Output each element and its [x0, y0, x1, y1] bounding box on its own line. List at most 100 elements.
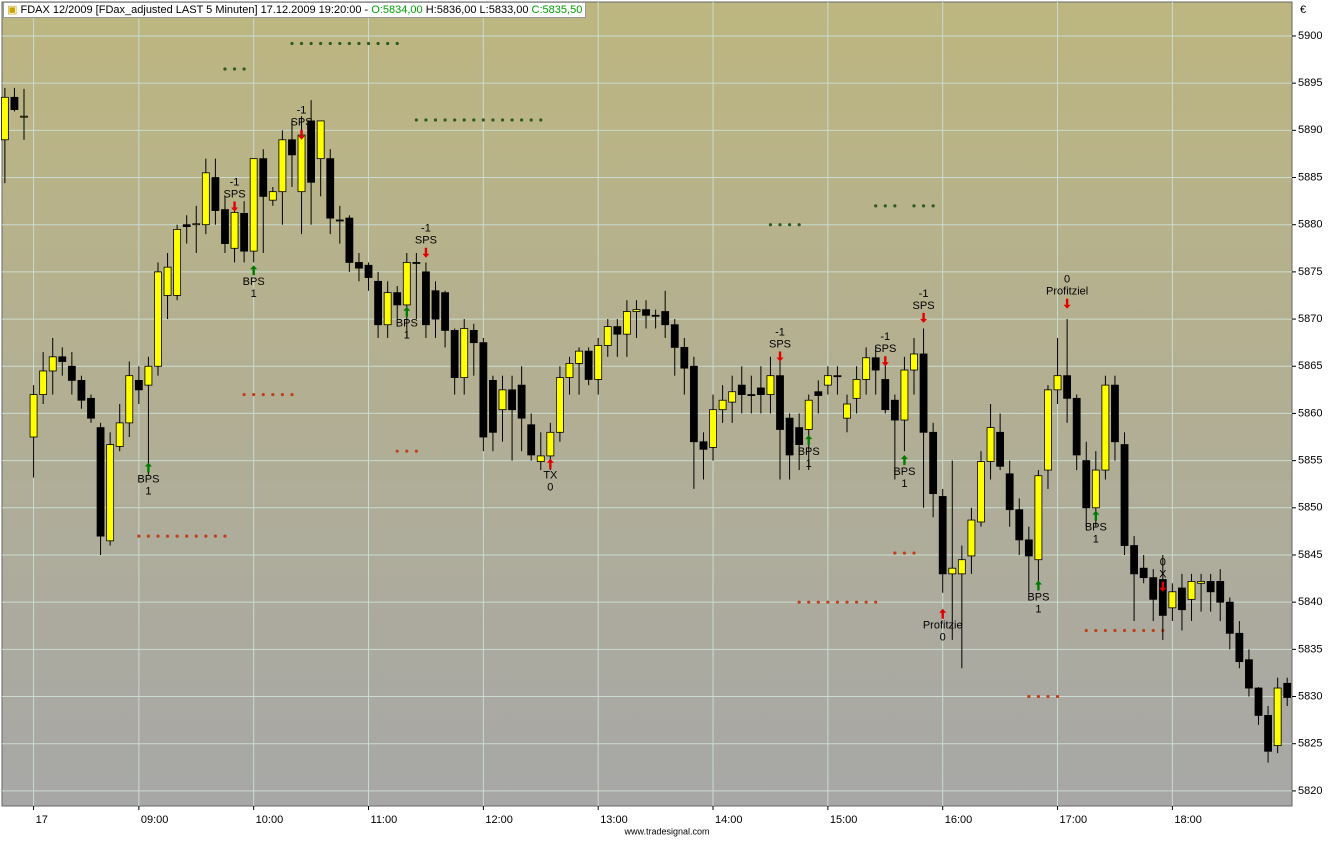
signal-qty: 1 — [251, 288, 257, 300]
stop-dot — [366, 41, 371, 46]
signal-label: SPS — [913, 300, 935, 312]
stop-dot — [299, 41, 304, 46]
candle-body — [670, 324, 679, 348]
candle-body — [929, 431, 938, 495]
signal-qty: -1 — [880, 331, 890, 343]
signal-label: TX — [543, 470, 558, 482]
stop-dot — [309, 41, 313, 46]
header-high-low: H:5836,00 L:5833,00 — [425, 4, 529, 16]
candle-body — [1168, 591, 1177, 609]
candle-body — [154, 271, 162, 367]
stop-dot — [137, 534, 141, 538]
stop-dot — [816, 600, 820, 604]
x-tick-label: 18:00 — [1174, 814, 1202, 826]
signal-label: BPS — [137, 473, 159, 485]
candle-body — [776, 375, 784, 430]
x-tick-label: 13:00 — [600, 814, 628, 826]
candle-body — [230, 212, 239, 249]
signal-arrow — [1063, 298, 1071, 309]
candle-body — [709, 409, 717, 448]
candle-body — [163, 266, 172, 296]
candle-body — [96, 427, 105, 537]
stop-dot — [405, 449, 409, 453]
candle-body — [144, 365, 153, 386]
candle-body — [125, 375, 134, 424]
signal-arrow — [403, 306, 411, 317]
candle-body — [651, 314, 660, 317]
signal-label: BPS — [396, 318, 418, 330]
signal-qty: 0 — [940, 632, 946, 644]
signal-label: SPS — [224, 188, 246, 200]
candle-body — [584, 350, 593, 380]
candle-body — [115, 422, 124, 447]
plot-area — [1, 1, 1293, 807]
x-tick-label: 17:00 — [1060, 814, 1088, 826]
stop-dot — [453, 118, 457, 122]
candle-body — [1187, 581, 1196, 600]
stop-dot — [204, 534, 208, 538]
y-tick-label: 5890 — [1298, 124, 1322, 136]
stop-dot — [864, 600, 868, 604]
signal-arrow — [1159, 581, 1167, 592]
y-tick-label: 5850 — [1298, 502, 1322, 514]
signal-label: Profitziel — [1046, 286, 1088, 298]
candle-body — [67, 365, 76, 381]
stop-dot — [902, 551, 907, 555]
y-tick-label: 5820 — [1298, 785, 1322, 797]
candle-body — [517, 384, 526, 419]
y-tick-label: 5825 — [1298, 738, 1322, 750]
y-tick-label: 5865 — [1298, 360, 1322, 372]
stop-dot — [797, 223, 801, 227]
y-tick-label: 5885 — [1298, 171, 1322, 183]
candle-body — [393, 292, 402, 306]
stop-dot — [472, 118, 476, 122]
candle-body — [1082, 460, 1091, 509]
candle-body — [890, 399, 899, 421]
signal-label: SPS — [291, 117, 313, 129]
candle-body — [1101, 384, 1110, 471]
candle-body — [967, 519, 976, 557]
candle-body — [718, 399, 727, 411]
signal-arrow — [1092, 510, 1100, 521]
candle-body — [689, 365, 698, 443]
stop-dot — [1036, 694, 1041, 699]
candle-body — [642, 309, 650, 316]
stop-dot — [338, 41, 342, 46]
candle-body — [1283, 682, 1292, 698]
stop-dot — [921, 204, 926, 208]
candle-body — [948, 567, 957, 575]
candle-body — [335, 219, 344, 222]
stop-dot — [223, 67, 227, 71]
stop-dot — [1094, 628, 1098, 633]
candle-body — [919, 353, 928, 433]
candle-body — [192, 223, 201, 226]
y-tick-label: 5840 — [1298, 596, 1322, 608]
signal-qty: 1 — [901, 478, 907, 490]
candle-body — [278, 139, 287, 193]
candle-body — [575, 350, 583, 364]
candle-body — [900, 369, 909, 421]
x-tick-label: 12:00 — [485, 814, 513, 826]
candle-body — [852, 379, 861, 399]
stop-dot — [768, 223, 773, 227]
candle-body — [1264, 715, 1272, 752]
candle-body — [1273, 687, 1282, 747]
stop-dot — [826, 600, 830, 604]
candle-body — [795, 427, 804, 445]
stop-dot — [290, 392, 294, 397]
signal-arrow — [939, 608, 947, 619]
header-close: C:5835,50 — [531, 4, 583, 16]
stop-dot — [893, 204, 897, 208]
stop-dot — [462, 118, 466, 122]
stop-dot — [156, 534, 160, 538]
candle-body — [632, 309, 641, 312]
stop-dot — [146, 534, 151, 538]
stop-dot — [261, 392, 265, 397]
stop-dot — [443, 118, 447, 122]
candle-body — [1197, 581, 1205, 584]
candle-body — [1235, 632, 1244, 663]
candle-body — [326, 158, 335, 219]
candle-body — [441, 292, 449, 331]
candle-body — [536, 455, 545, 462]
